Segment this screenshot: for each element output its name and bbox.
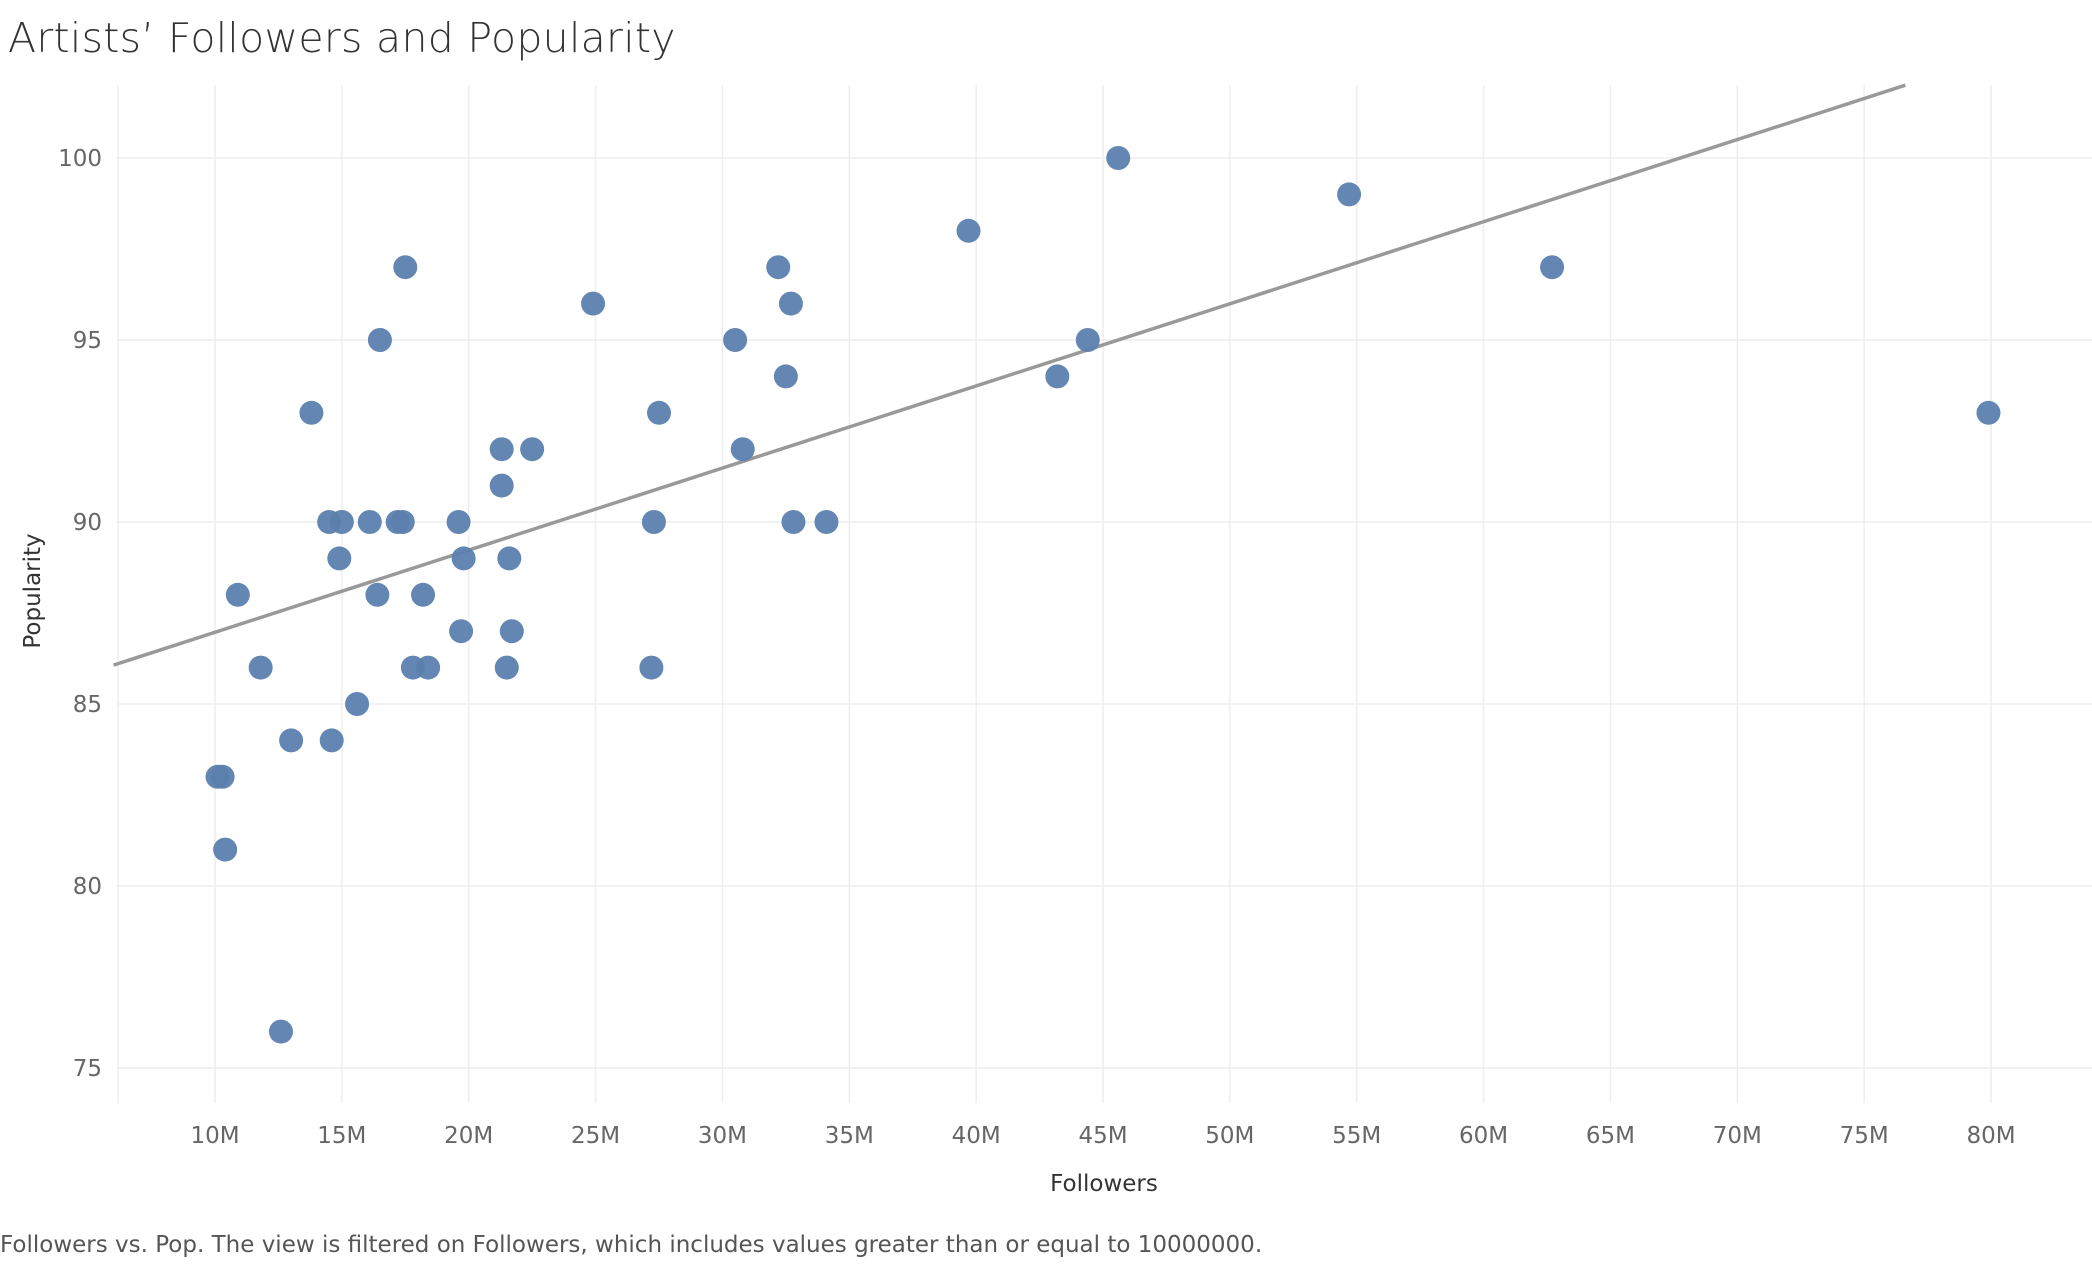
x-tick-label: 55M — [1332, 1123, 1381, 1149]
data-point — [641, 510, 666, 534]
data-point — [365, 582, 390, 607]
x-tick-label: 30M — [698, 1123, 747, 1149]
data-point — [1075, 328, 1100, 352]
data-point — [723, 328, 748, 352]
data-point — [367, 328, 392, 352]
data-point — [449, 619, 474, 644]
axis-ticks: 10M 15M 20M 25M 30M 35M 40M 45M 50M 55M 60M 65M 70M 7… — [58, 146, 2015, 1149]
data-point — [279, 728, 304, 753]
data-point — [778, 291, 803, 316]
trend-line — [112, 83, 1906, 667]
data-point — [956, 218, 981, 243]
y-tick-label: 90 — [73, 510, 102, 536]
data-point — [248, 655, 273, 680]
x-tick-label: 50M — [1205, 1123, 1254, 1149]
data-point — [773, 364, 798, 389]
data-point — [299, 400, 324, 425]
data-point — [451, 546, 476, 571]
y-tick-label: 75 — [73, 1056, 102, 1082]
data-point — [639, 655, 664, 680]
data-point — [814, 510, 839, 534]
data-point — [213, 837, 238, 862]
data-point — [327, 546, 352, 571]
y-axis-label: Popularity — [20, 533, 46, 648]
data-point — [489, 473, 514, 498]
data-point — [210, 764, 235, 789]
data-point — [730, 437, 755, 462]
data-point — [1106, 146, 1131, 170]
y-tick-label: 80 — [73, 874, 102, 900]
data-point — [411, 582, 436, 607]
y-tick-label: 95 — [73, 328, 102, 354]
x-tick-label: 10M — [190, 1123, 239, 1149]
data-point — [329, 510, 354, 534]
x-tick-label: 15M — [317, 1123, 366, 1149]
data-point — [1045, 364, 1070, 389]
grid-lines — [117, 85, 2092, 1103]
data-point — [1976, 400, 2001, 425]
trend-line-group — [112, 83, 1906, 667]
data-point — [489, 437, 514, 462]
x-tick-label: 20M — [444, 1123, 493, 1149]
x-tick-label: 65M — [1586, 1123, 1635, 1149]
x-tick-label: 40M — [952, 1123, 1001, 1149]
data-point — [520, 437, 545, 462]
data-points — [205, 146, 2001, 1044]
data-point — [581, 291, 606, 316]
data-point — [268, 1019, 293, 1044]
x-tick-label: 80M — [1966, 1123, 2015, 1149]
x-tick-label: 35M — [825, 1123, 874, 1149]
data-point — [446, 510, 471, 534]
data-point — [781, 510, 806, 534]
data-point — [357, 510, 382, 534]
data-point — [393, 255, 418, 280]
x-tick-label: 75M — [1840, 1123, 1889, 1149]
data-point — [647, 400, 671, 425]
data-point — [494, 655, 519, 680]
y-tick-label: 100 — [58, 146, 102, 172]
x-axis-label: Followers — [1050, 1171, 1158, 1197]
data-point — [497, 546, 522, 571]
data-point — [1337, 182, 1362, 207]
data-point — [766, 255, 791, 280]
chart-caption: Followers vs. Pop. The view is filtered … — [0, 1232, 1263, 1258]
x-tick-label: 45M — [1078, 1123, 1127, 1149]
y-tick-label: 85 — [73, 692, 102, 718]
data-point — [225, 582, 250, 607]
chart-title: Artists’ Followers and Popularity — [8, 14, 676, 62]
data-point — [416, 655, 441, 680]
data-point — [319, 728, 344, 753]
x-tick-label: 60M — [1459, 1123, 1508, 1149]
x-tick-label: 70M — [1713, 1123, 1762, 1149]
data-point — [499, 619, 524, 644]
x-tick-label: 25M — [571, 1123, 620, 1149]
data-point — [345, 692, 370, 716]
data-point — [390, 510, 415, 534]
data-point — [1540, 255, 1565, 280]
